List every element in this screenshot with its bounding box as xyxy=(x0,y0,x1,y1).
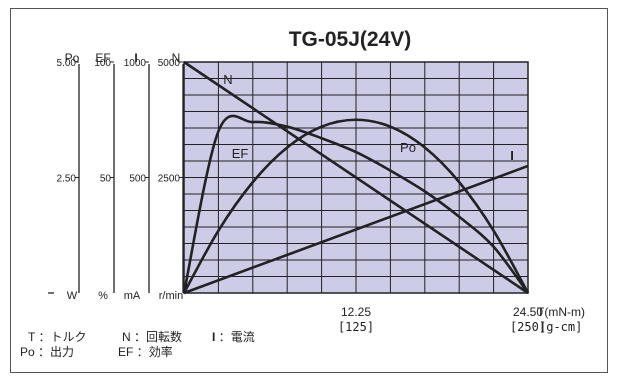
axis-i-tick-label: 500 xyxy=(129,174,146,185)
series-po-label: Po xyxy=(400,140,416,155)
x-tick-label: 24.50 xyxy=(513,305,543,319)
series-ef-label: EF xyxy=(232,146,249,161)
x-axis-sublabel: [g-cm] xyxy=(539,320,582,334)
legend-separator: ： xyxy=(215,330,230,344)
axis-ef-header: EF xyxy=(95,51,110,65)
series-ef-line xyxy=(182,114,530,294)
legend-value: トルク xyxy=(50,330,86,344)
legend-key: N xyxy=(122,330,131,344)
axis-ef-tick-label: 50 xyxy=(100,174,112,185)
axis-po-tick-label: 2.50 xyxy=(57,174,77,185)
axis-n-tick-label: 5000 xyxy=(158,58,181,69)
axis-i-tick-label: 1000 xyxy=(124,58,147,69)
axis-po-tick-label: 5.00 xyxy=(57,58,77,69)
x-tick-sublabel: [125] xyxy=(338,320,374,334)
chart-title: TG-05J(24V) xyxy=(289,28,412,51)
axis-ef-unit: % xyxy=(98,290,108,302)
legend-separator: ： xyxy=(35,345,50,359)
legend-value: 電流 xyxy=(231,330,255,344)
axis-n-tick-label: 2500 xyxy=(158,174,181,185)
axis-i-unit: mA xyxy=(124,290,141,302)
series-i-label: I xyxy=(510,148,514,163)
legend-key: Po xyxy=(20,345,35,359)
series-po-line xyxy=(182,118,530,294)
legend-value: 効率 xyxy=(149,344,173,359)
axis-ef-tick-label: 100 xyxy=(94,58,111,69)
series-n-label: N xyxy=(223,72,232,87)
axis-n-header: N xyxy=(172,51,181,65)
legend-entry: T ：トルク xyxy=(28,330,86,344)
x-axis-label: T(mN-m) xyxy=(537,305,585,319)
x-tick-sublabel: [250] xyxy=(510,320,546,334)
legend-separator: ： xyxy=(35,330,50,344)
legend-entry: I ：電流 xyxy=(212,330,255,344)
axis-i-header: I xyxy=(134,51,137,65)
axis-po-unit: W xyxy=(67,290,78,302)
axis-n-unit: r/min xyxy=(159,290,183,302)
legend-entry: EF ：効率 xyxy=(118,344,173,359)
legend-separator: ： xyxy=(133,345,148,359)
legend-entry: N ：回転数 xyxy=(122,329,182,344)
legend-key: T xyxy=(28,330,36,344)
series-n-line xyxy=(183,60,529,295)
legend-value: 回転数 xyxy=(146,329,182,344)
legend-separator: ： xyxy=(131,330,146,344)
series-i-line xyxy=(183,164,529,295)
legend-entry: Po ：出力 xyxy=(20,345,74,359)
legend-key: I xyxy=(212,330,215,344)
axis-po-header: Po xyxy=(65,51,80,65)
x-tick-label: 12.25 xyxy=(341,305,371,319)
chart-frame xyxy=(10,8,608,373)
legend-value: 出力 xyxy=(50,345,74,359)
legend-key: EF xyxy=(118,345,133,359)
